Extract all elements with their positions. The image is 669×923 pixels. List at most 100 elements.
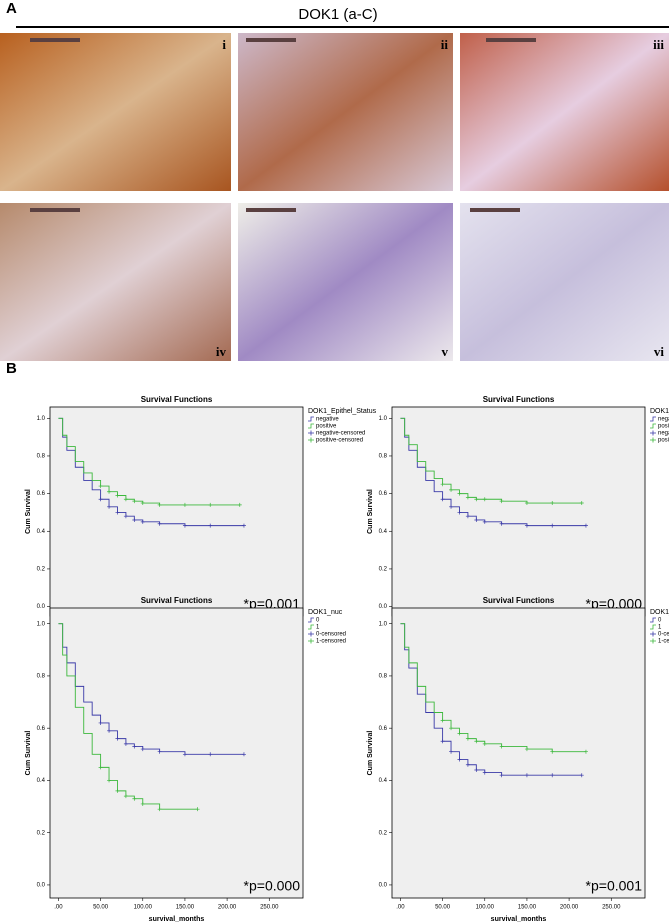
legend-swatch (308, 437, 314, 443)
censor-mark (499, 744, 504, 749)
censor-mark (440, 497, 445, 502)
censor-mark (132, 499, 137, 504)
micrograph (0, 203, 231, 361)
censor-mark (499, 773, 504, 778)
y-axis-label: Cum Survival (25, 731, 32, 776)
x-tick-label: 250.00 (260, 905, 279, 911)
image-label: v (442, 344, 449, 359)
y-tick-label: 0.4 (37, 778, 46, 784)
censor-mark (449, 749, 454, 754)
censor-mark (98, 497, 103, 502)
censor-mark (524, 773, 529, 778)
censor-mark (123, 741, 128, 746)
image-label: iv (216, 344, 227, 359)
censor-mark (241, 523, 246, 528)
censor-mark (182, 502, 187, 507)
y-tick-label: 0.2 (37, 830, 46, 836)
legend-swatch (650, 423, 656, 429)
y-tick-label: 0.0 (37, 604, 46, 610)
legend-label: 0-censored (658, 632, 669, 638)
censor-mark (482, 497, 487, 502)
censor-mark (583, 523, 588, 528)
legend-label: positive (316, 424, 337, 430)
panel-label: B (6, 360, 17, 377)
legend-swatch (650, 624, 656, 630)
censor-mark (132, 744, 137, 749)
x-tick-label: .00 (396, 905, 405, 911)
censor-mark (157, 807, 162, 812)
y-tick-label: 0.6 (379, 491, 388, 497)
y-tick-label: 0.2 (379, 567, 388, 573)
censor-mark (550, 749, 555, 754)
y-tick-label: 0.0 (379, 883, 388, 889)
censor-mark (465, 495, 470, 500)
legend-label: 1 (316, 625, 320, 631)
legend-swatch (308, 423, 314, 429)
censor-mark (583, 749, 588, 754)
x-axis-label: survival_months (491, 916, 547, 923)
y-axis-label: Cum Survival (367, 731, 374, 776)
censor-mark (579, 773, 584, 778)
y-tick-label: 0.6 (37, 491, 46, 497)
censor-mark (123, 794, 128, 799)
x-tick-label: 200.00 (218, 905, 237, 911)
y-tick-label: 0.0 (379, 604, 388, 610)
censor-mark (465, 736, 470, 741)
plot-area (391, 406, 646, 617)
x-tick-label: 150.00 (518, 905, 537, 911)
legend-label: 0 (316, 618, 320, 624)
censor-mark (132, 796, 137, 801)
legend-swatch (650, 430, 656, 436)
censor-mark (482, 741, 487, 746)
censor-mark (195, 807, 200, 812)
image-label: iii (653, 37, 664, 52)
y-tick-label: 1.0 (37, 621, 46, 627)
y-tick-label: 0.4 (37, 529, 46, 535)
censor-mark (474, 739, 479, 744)
legend-title: DOK1_nuc (308, 609, 343, 616)
legend-label: 1 (658, 625, 662, 631)
censor-mark (482, 519, 487, 524)
censor-mark (115, 736, 120, 741)
censor-mark (524, 747, 529, 752)
censor-mark (465, 514, 470, 519)
image-label: i (222, 37, 226, 52)
legend-label: negative (316, 417, 339, 423)
legend-swatch (308, 617, 314, 623)
legend-swatch (308, 624, 314, 630)
legend-swatch (650, 631, 656, 637)
censor-mark (140, 801, 145, 806)
y-tick-label: 0.8 (379, 674, 388, 680)
legend-label: 0-censored (316, 632, 346, 638)
micrograph (460, 33, 669, 191)
censor-mark (182, 752, 187, 757)
censor-mark (499, 499, 504, 504)
x-tick-label: 50.00 (93, 905, 109, 911)
micrograph (238, 203, 453, 361)
censor-mark (474, 517, 479, 522)
censor-mark (140, 519, 145, 524)
legend-label: 1-censored (658, 639, 669, 645)
legend-swatch (650, 416, 656, 422)
legend-swatch (308, 430, 314, 436)
censor-mark (550, 773, 555, 778)
y-tick-label: 0.4 (379, 529, 388, 535)
censor-mark (208, 752, 213, 757)
y-tick-label: 0.4 (379, 778, 388, 784)
micrograph (0, 33, 231, 191)
legend-label: negative-censored (658, 431, 669, 437)
censor-mark (107, 778, 112, 783)
x-tick-label: 150.00 (176, 905, 195, 911)
micrograph (460, 203, 669, 361)
legend-swatch (650, 617, 656, 623)
panel-label: A (6, 0, 17, 17)
censor-mark (208, 523, 213, 528)
chart-title: Survival Functions (483, 395, 555, 404)
chart-title: Survival Functions (483, 596, 555, 605)
y-axis-label: Cum Survival (25, 489, 32, 534)
p-value: *p=0.000 (244, 878, 301, 894)
y-tick-label: 1.0 (379, 621, 388, 627)
censor-mark (241, 752, 246, 757)
image-label: ii (441, 37, 449, 52)
censor-mark (157, 502, 162, 507)
